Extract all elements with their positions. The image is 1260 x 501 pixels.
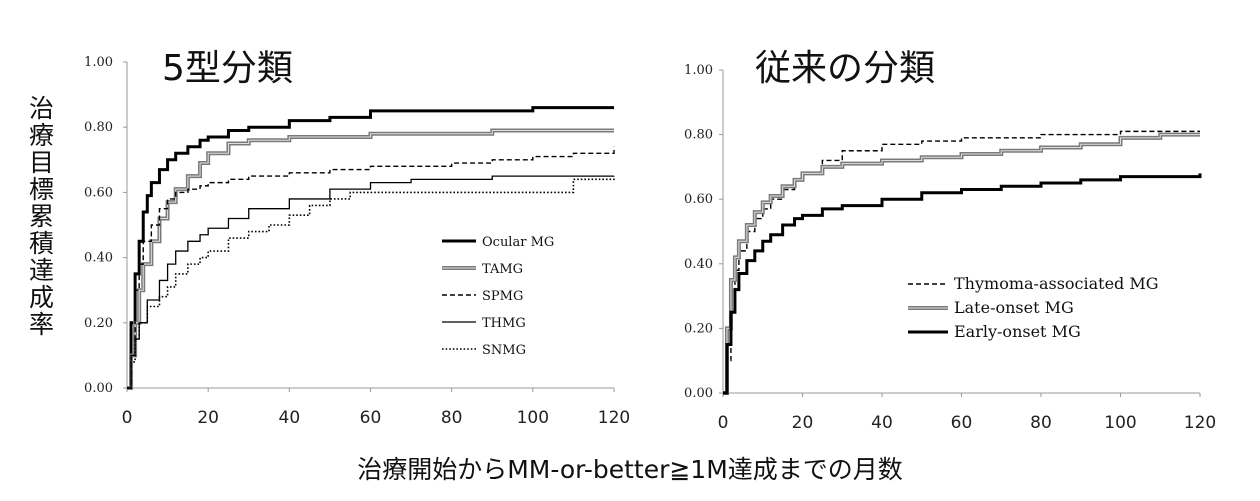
y-tick-label: 0.60 (84, 185, 113, 200)
chart-conventional-classification: 従来の分類 0.00 0.20 0.40 0.60 0.80 1.00 0 20 40 60 80 1… (684, 48, 1216, 433)
chart-title-left: 5型分類 (162, 48, 293, 89)
series-line-late-onset-mg-inner (723, 134, 1200, 394)
x-tick-label: 80 (441, 408, 463, 428)
x-tick-label: 0 (718, 413, 729, 433)
y-axis-title: 治療目標累積達成率 (26, 95, 55, 338)
y-tick-label: 1.00 (684, 63, 713, 78)
y-tick-label: 0.40 (684, 257, 713, 272)
legend-label-spmg: SPMG (482, 289, 523, 304)
y-tick-label: 0.20 (84, 316, 113, 331)
legend-label-thymoma-associated-mg: Thymoma-associated MG (954, 274, 1159, 293)
legend-label-snmg: SNMG (482, 343, 526, 358)
y-tick-label: 0.80 (684, 128, 713, 143)
legend-label-ocular-mg: Ocular MG (482, 235, 554, 250)
x-axis-title: 治療開始からMM-or-better≧1M達成までの月数 (357, 455, 903, 484)
y-tick-label: 0.00 (684, 386, 713, 401)
y-tick-label: 1.00 (84, 55, 113, 70)
legend-label-tamg: TAMG (482, 262, 523, 277)
x-tick-label: 60 (360, 408, 382, 428)
series-line-early-onset-mg (723, 173, 1202, 395)
legend-label-late-onset-mg: Late-onset MG (954, 298, 1074, 317)
x-tick-label: 0 (122, 408, 133, 428)
series-line-spmg (127, 146, 615, 389)
series-line-tamg-inner (127, 129, 614, 389)
chart-title-right: 従来の分類 (755, 48, 935, 89)
x-tick-label: 20 (792, 413, 814, 433)
x-tick-label: 120 (598, 408, 630, 428)
legend-label-early-onset-mg: Early-onset MG (954, 322, 1081, 341)
y-tick-label: 0.60 (684, 192, 713, 207)
x-tick-label: 20 (197, 408, 219, 428)
y-tick-label: 0.20 (684, 321, 713, 336)
x-tick-label: 60 (951, 413, 973, 433)
y-tick-label: 0.00 (84, 381, 113, 396)
x-tick-label: 40 (279, 408, 301, 428)
x-tick-label: 100 (517, 408, 549, 428)
x-tick-label: 40 (871, 413, 893, 433)
x-tick-label: 120 (1184, 413, 1216, 433)
x-tick-label: 100 (1104, 413, 1136, 433)
y-tick-label: 0.80 (84, 120, 113, 135)
legend-label-thmg: THMG (482, 316, 526, 331)
series-line-late-onset-mg (723, 132, 1200, 395)
x-tick-label: 80 (1030, 413, 1052, 433)
series-line-thmg (127, 175, 614, 389)
series-line-snmg (127, 176, 615, 389)
chart-five-type-classification: 5型分類 0.00 0.20 0.40 0.60 0.80 1.00 0 20 40 60 80 10… (84, 48, 630, 428)
y-tick-label: 0.40 (84, 251, 113, 266)
series-line-thymoma-associated-mg (723, 130, 1200, 394)
